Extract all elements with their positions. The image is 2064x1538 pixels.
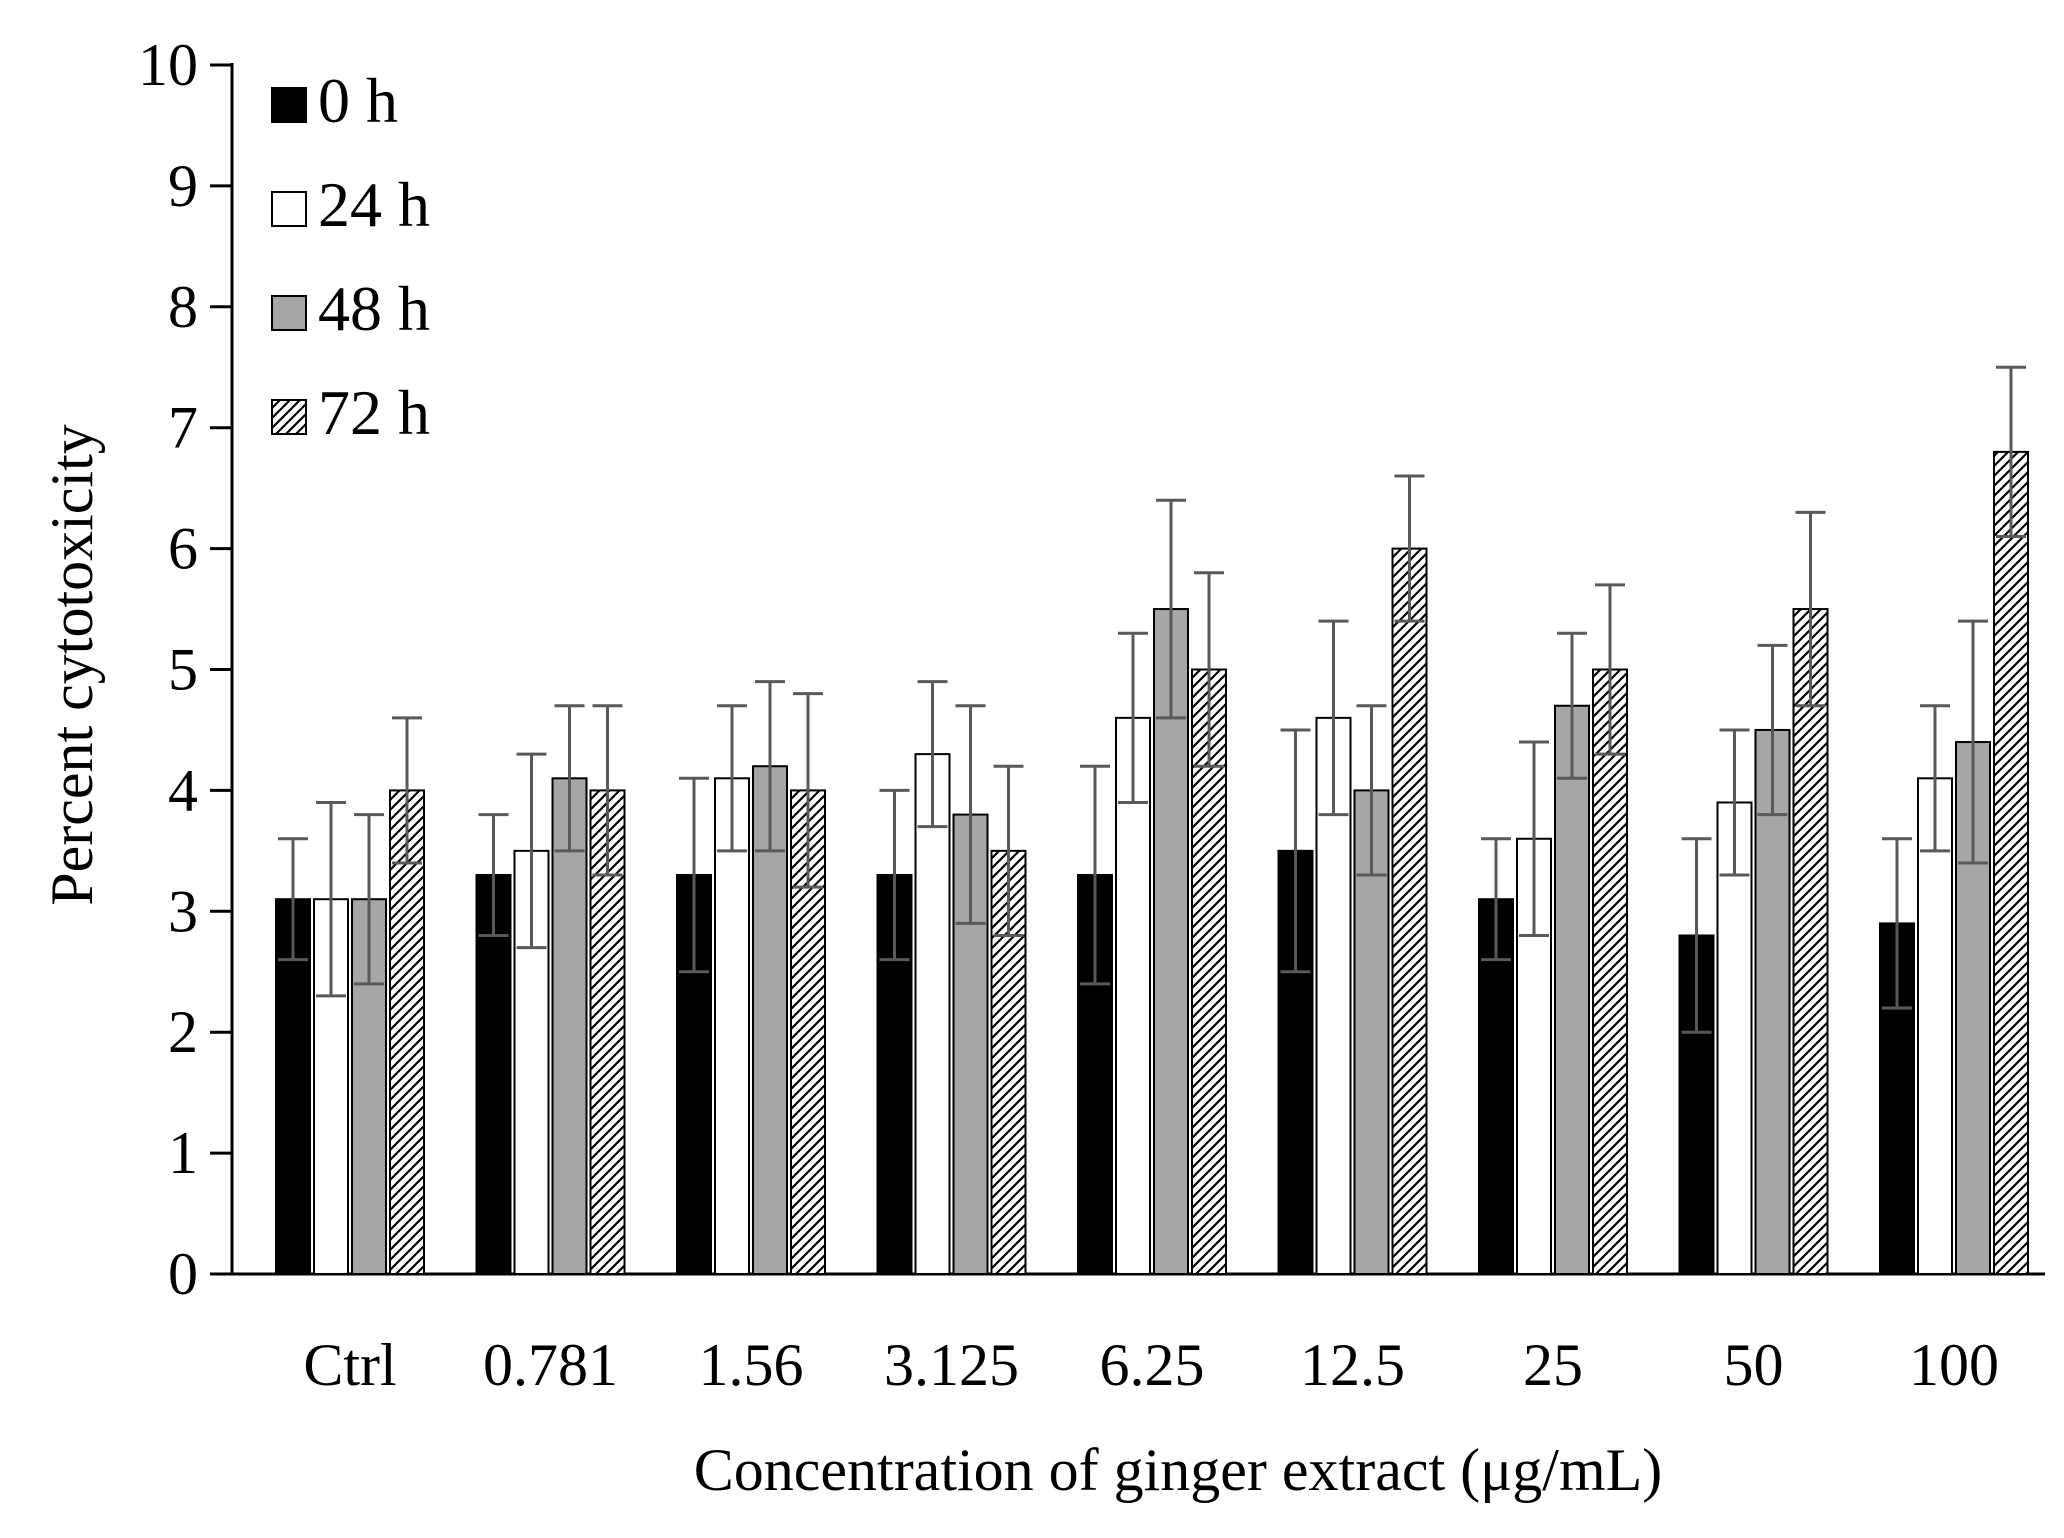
bar-48h-50 [1754,728,1791,1275]
legend-swatch [271,399,307,435]
legend-swatch [271,87,307,123]
error-bar [717,704,747,853]
error-bar [1519,740,1549,937]
y-tick-label: 9 [168,153,198,219]
x-category-label: 100 [1909,1332,1999,1398]
error-bar [1318,619,1349,817]
bar-0h-0.781 [475,874,512,1276]
error-bar [679,776,709,974]
error-bar [1118,631,1148,804]
y-tick-label: 4 [168,757,198,823]
error-bar [1156,498,1186,720]
error-bar [1757,643,1788,817]
x-category-label: 12.5 [1300,1332,1405,1398]
legend-swatch [271,191,307,227]
legend-item: 72 h [271,377,430,448]
x-category-label: 3.125 [884,1332,1019,1398]
error-bar [879,788,910,962]
x-category-label: 50 [1724,1332,1784,1398]
error-bar [516,752,547,950]
y-tick-label: 1 [168,1120,198,1186]
bar-0h-25 [1478,898,1514,1276]
legend-label: 0 h [318,65,398,136]
bar-72h-12.5 [1391,547,1428,1275]
error-bar [1394,474,1425,623]
bar-48h-25 [1554,704,1590,1275]
error-bar [993,764,1024,937]
x-axis-title: Concentration of ginger extract (μg/mL) [694,1437,1663,1503]
x-category-label: 6.25 [1100,1332,1205,1398]
legend-item: 48 h [271,273,430,344]
error-bar [1080,764,1110,986]
error-bar [1356,704,1387,877]
legend-label: 24 h [318,169,430,240]
error-bar [1595,583,1625,756]
error-bar [478,813,509,937]
error-bar [1882,837,1912,1010]
bar-0h-12.5 [1277,849,1314,1275]
error-bar [1719,728,1750,877]
bar-48h-0.781 [551,777,588,1275]
error-bar [1681,837,1712,1034]
bar-72h-25 [1592,668,1628,1275]
error-bar [1280,728,1311,974]
y-tick-label: 8 [168,274,198,340]
x-category-label: Ctrl [303,1332,396,1398]
x-category-label: 0.781 [483,1332,618,1398]
bar-24h-100 [1917,777,1953,1275]
legend-item: 24 h [271,169,430,240]
error-bar [955,704,986,925]
legend-swatch [271,295,307,331]
error-bar [278,837,308,962]
legend-item: 0 h [271,65,398,136]
error-bar [793,692,823,889]
error-bar [1795,510,1826,708]
legend-label: 72 h [318,377,430,448]
legend-label: 48 h [318,273,430,344]
error-bar [1996,365,2026,539]
bar-24h-50 [1716,801,1753,1275]
error-bar [1920,704,1950,853]
bar-24h-25 [1516,837,1552,1275]
error-bar [592,704,623,877]
bar-0h-Ctrl [275,898,311,1276]
error-bar [1958,619,1988,865]
error-bar [354,813,384,986]
error-bar [755,680,785,853]
bar-24h-1.56 [714,777,750,1275]
error-bar [1557,631,1587,780]
error-bar [554,704,585,853]
bar-72h-100 [1993,450,2029,1275]
y-tick-label: 2 [168,999,198,1065]
bar-24h-Ctrl [313,898,349,1276]
y-axis-title: Percent cytotoxicity [39,424,105,906]
bar-24h-3.125 [914,753,951,1275]
bar-72h-50 [1792,608,1829,1275]
x-category-label: 1.56 [699,1332,804,1398]
x-category-label: 25 [1523,1332,1583,1398]
error-bar [392,716,422,865]
y-tick-label: 0 [168,1241,198,1307]
y-tick-label: 5 [168,637,198,703]
error-bar [1194,571,1224,768]
error-bar [917,680,948,829]
y-tick-label: 6 [168,516,198,582]
error-bar [316,800,346,998]
y-tick-label: 10 [138,32,198,98]
y-tick-label: 7 [168,395,198,461]
y-tick-label: 3 [168,878,198,944]
error-bar [1481,837,1511,962]
bar-24h-6.25 [1115,716,1151,1275]
